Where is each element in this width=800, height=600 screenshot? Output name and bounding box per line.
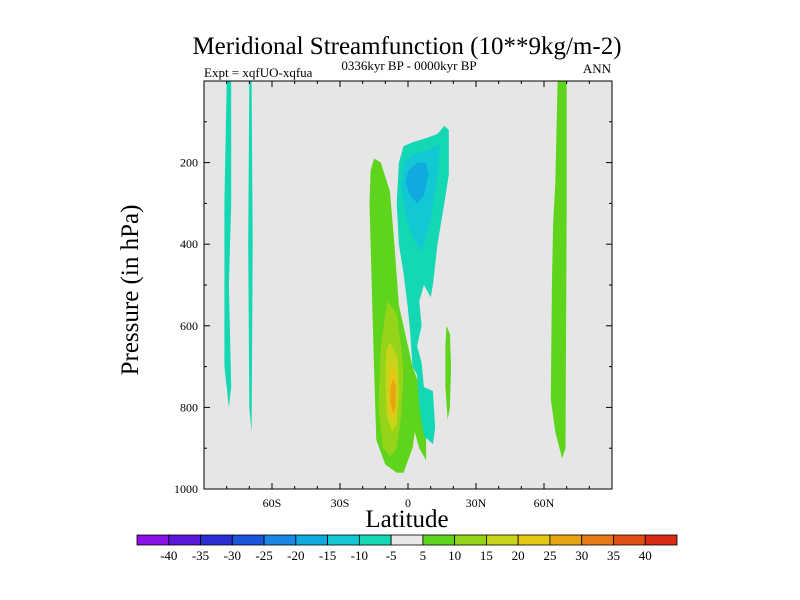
contour-region-cell-5-neg-far-south-b xyxy=(248,81,253,432)
colorbar-swatch xyxy=(231,534,265,546)
colorbar-label: -20 xyxy=(287,548,304,563)
x-tick-label: 30N xyxy=(466,496,487,510)
contour-regions xyxy=(224,81,567,473)
colorbar-swatch xyxy=(390,534,424,546)
colorbar-swatch xyxy=(613,534,646,546)
colorbar-label: -30 xyxy=(224,548,241,563)
colorbar-label: -10 xyxy=(351,548,368,563)
contour-region-cell-5-neg-far-south-a xyxy=(224,81,232,408)
x-tick-label: 60N xyxy=(534,496,555,510)
colorbar-label: -25 xyxy=(255,548,272,563)
x-tick-label: 60S xyxy=(263,496,282,510)
colorbar-label: 15 xyxy=(480,548,493,563)
colorbar-label: 10 xyxy=(448,548,461,563)
colorbar-swatch xyxy=(263,534,297,546)
colorbar-label: -5 xyxy=(386,548,397,563)
colorbar: -40 -35 -30 -25 -20 -15 -10 -5 5 10 15 20 25 30 35 40 xyxy=(136,534,678,563)
x-axis-label: Latitude xyxy=(365,506,448,533)
contour-region-cell-15-neg xyxy=(405,162,429,204)
colorbar-swatch xyxy=(422,534,456,546)
colorbar-label: 30 xyxy=(575,548,588,563)
contour-region-cell-25 xyxy=(390,378,397,414)
season-label: ANN xyxy=(583,61,612,76)
x-tick-label: 0 xyxy=(405,496,411,510)
colorbar-swatch xyxy=(486,534,519,546)
colorbar-label: -40 xyxy=(160,548,177,563)
y-tick-label: 1000 xyxy=(174,482,198,496)
time-range-label: 0336kyr BP - 0000kyr BP xyxy=(341,58,476,73)
colorbar-swatch xyxy=(581,534,614,546)
colorbar-label: -35 xyxy=(192,548,209,563)
colorbar-swatch xyxy=(168,534,201,546)
colorbar-swatch xyxy=(327,534,360,546)
y-tick-label: 400 xyxy=(180,237,198,251)
axis-ticks: 60S 30S 0 30N 60N 200 400 600 800 1000 xyxy=(174,81,612,510)
colorbar-swatch xyxy=(517,534,551,546)
colorbar-label: 40 xyxy=(639,548,652,563)
colorbar-swatch xyxy=(136,534,170,546)
contour-region-cell-5-pos-northern-sliver xyxy=(445,325,452,420)
colorbar-label: -15 xyxy=(319,548,336,563)
colorbar-swatch xyxy=(644,534,678,546)
colorbar-label: 25 xyxy=(543,548,556,563)
colorbar-label: 5 xyxy=(420,548,427,563)
expt-label: Expt = xqfUO-xqfua xyxy=(204,65,313,80)
chart-title: Meridional Streamfunction (10**9kg/m-2) xyxy=(192,33,621,60)
x-tick-label: 30S xyxy=(331,496,350,510)
y-tick-label: 200 xyxy=(180,156,198,170)
contour-region-cell-5-pos-north-strip xyxy=(550,81,567,459)
y-tick-label: 600 xyxy=(180,319,198,333)
colorbar-swatch xyxy=(454,534,487,546)
colorbar-label: 20 xyxy=(512,548,525,563)
y-tick-label: 800 xyxy=(180,400,198,414)
y-axis-label: Pressure (in hPa) xyxy=(117,205,144,376)
colorbar-swatch xyxy=(358,534,392,546)
colorbar-label: 35 xyxy=(607,548,620,563)
colorbar-swatch xyxy=(200,534,233,546)
colorbar-swatch xyxy=(549,534,583,546)
colorbar-swatch xyxy=(295,534,328,546)
